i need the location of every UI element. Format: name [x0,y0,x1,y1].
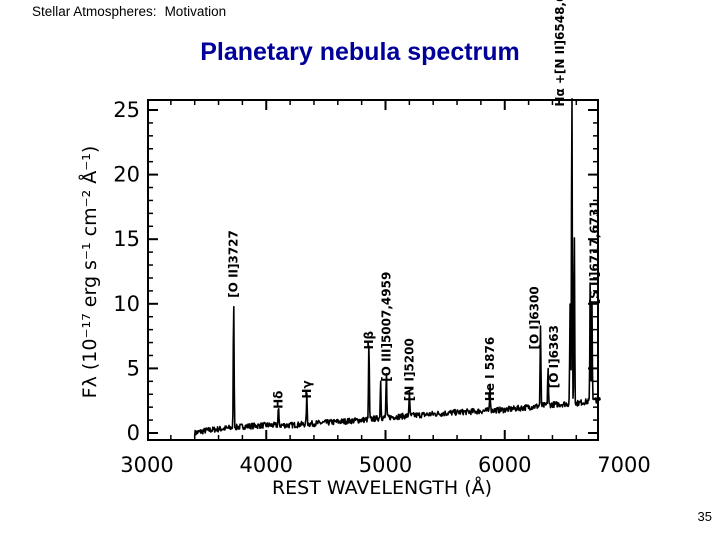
line-label-6563: Hα +[N II]6548,6583 [553,0,567,107]
line-label-6300: [O I]6300 [528,286,542,349]
line-label-4340: Hγ [300,380,314,398]
line-label-6717: [S II]6717,6731 [587,200,601,304]
spectrum-line [193,98,601,436]
slide-header: Stellar Atmospheres: Motivation [32,4,226,19]
y-tick-label: 25 [113,98,140,122]
slide-title: Planetary nebula spectrum [200,38,520,66]
line-label-5876: He I 5876 [483,337,497,401]
x-tick-label: 5000 [359,453,412,477]
x-tick-label: 6000 [478,453,531,477]
plot-frame [147,99,599,441]
line-label-5200: [N I]5200 [402,338,416,401]
line-label-4102: Hδ [271,391,285,409]
x-tick-label: 4000 [240,453,293,477]
y-axis-label: Fλ (10⁻¹⁷ erg s⁻¹ cm⁻² Å⁻¹) [78,146,101,399]
x-axis-label: REST WAVELENGTH (Å) [272,476,492,499]
topic-label: Motivation [164,4,227,19]
line-label-3727: [O II]3727 [227,230,241,298]
y-tick-label: 0 [127,421,140,445]
y-tick-label: 5 [127,356,140,380]
line-label-5007: [O III]5007,4959 [379,272,393,382]
line-label-6363: [O I]6363 [547,325,561,388]
page-number: 35 [697,509,712,524]
x-tick-label: 3000 [120,453,173,477]
course-label: Stellar Atmospheres: [32,4,157,19]
y-tick-label: 20 [113,163,140,187]
y-tick-label: 10 [113,292,140,316]
x-tick-label: 7000 [597,453,650,477]
line-label-4861: Hβ [362,330,376,349]
y-tick-label: 15 [113,227,140,251]
